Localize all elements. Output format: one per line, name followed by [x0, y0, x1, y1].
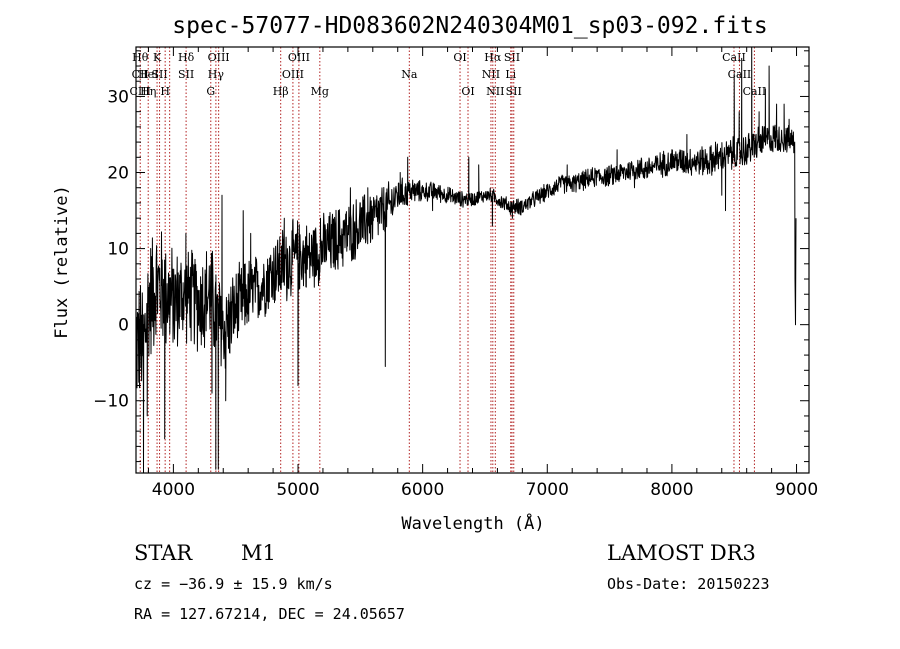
line-label: Hγ — [208, 68, 225, 81]
x-tick-label: 4000 — [152, 480, 195, 500]
plot-frame — [135, 46, 810, 474]
line-label: SII — [504, 51, 520, 64]
line-label: Hδ — [178, 51, 195, 64]
line-label: Hβ — [273, 85, 289, 98]
redshift-cz: cz = −36.9 ± 15.9 km/s — [134, 575, 333, 593]
x-tick-label: 6000 — [401, 480, 444, 500]
line-label: HeI — [138, 68, 158, 81]
line-label: NII — [482, 68, 500, 81]
line-label: Hη — [140, 85, 156, 98]
line-label: G — [206, 85, 215, 98]
line-label: Hα — [484, 51, 502, 64]
line-label: SII — [506, 85, 522, 98]
line-label: OI — [453, 51, 466, 64]
line-label: SII — [178, 68, 194, 81]
spectrum-series — [135, 46, 797, 474]
spectrum-line — [135, 46, 797, 474]
line-label: CaII — [722, 51, 746, 64]
line-label: OIII — [282, 68, 304, 81]
line-label: OI — [461, 85, 474, 98]
x-tick-label: 9000 — [775, 480, 818, 500]
x-tick-label: 5000 — [276, 480, 319, 500]
line-label: Mg — [311, 85, 329, 98]
line-label: K — [153, 51, 162, 64]
line-label: Li — [505, 68, 516, 81]
observation-date: Obs-Date: 20150223 — [607, 575, 770, 593]
survey-name: LAMOST DR3 — [607, 541, 756, 565]
line-label: NII — [486, 85, 504, 98]
emission-line-markers: HθCIICIIIHeIHηKSIIHHδSIIGHγOIIIHβOIIIOII… — [130, 47, 767, 473]
tick-labels: 4000 5000 6000 7000 8000 9000 −10 0 10 20 30 — [93, 87, 818, 500]
line-label: CIII — [130, 85, 151, 98]
line-label: Na — [401, 68, 418, 81]
object-type: STAR — [134, 541, 193, 565]
line-label: OIII — [288, 51, 310, 64]
line-label: H — [160, 85, 170, 98]
y-tick-label: 10 — [107, 240, 129, 260]
y-tick-label: 20 — [107, 164, 129, 184]
line-label: OIII — [208, 51, 230, 64]
y-tick-label: 30 — [107, 87, 129, 107]
object-subclass: M1 — [241, 541, 276, 565]
chart-title: spec-57077-HD083602N240304M01_sp03-092.f… — [172, 13, 767, 39]
line-label: Hθ — [132, 51, 149, 64]
y-axis-label: Flux (relative) — [52, 185, 72, 339]
line-label: CaII — [728, 68, 752, 81]
x-tick-label: 7000 — [526, 480, 569, 500]
x-axis-label: Wavelength (Å) — [401, 512, 544, 534]
ra-dec-coordinates: RA = 127.67214, DEC = 24.05657 — [134, 605, 405, 623]
line-label: CaII — [743, 85, 767, 98]
line-label: SII — [151, 68, 167, 81]
y-tick-label: −10 — [93, 392, 129, 412]
plot-axes — [135, 46, 810, 474]
y-tick-label: 0 — [118, 316, 129, 336]
x-tick-label: 8000 — [650, 480, 693, 500]
